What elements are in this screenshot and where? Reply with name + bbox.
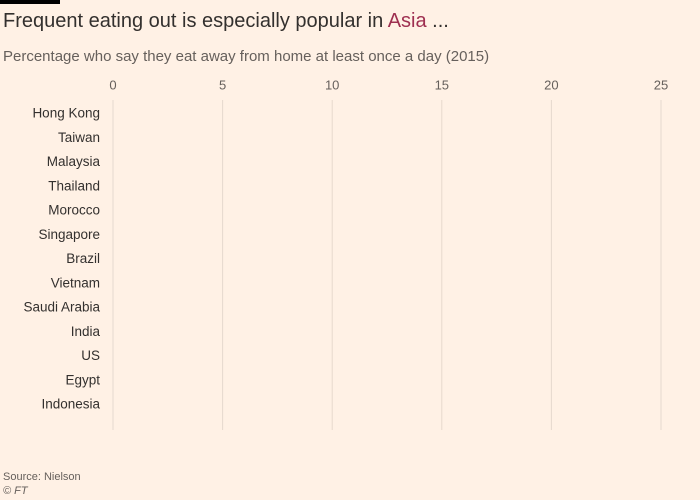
title-text: Frequent eating out is especially popula… xyxy=(3,10,383,32)
title-suffix: ... xyxy=(432,10,449,32)
y-tick-label: Thailand xyxy=(48,178,100,193)
source: Source: Nielson xyxy=(3,471,81,483)
y-tick-label: Brazil xyxy=(66,251,100,266)
x-tick-label: 10 xyxy=(325,77,339,92)
x-tick-label: 0 xyxy=(109,77,116,92)
y-tick-label: Malaysia xyxy=(47,154,101,169)
y-tick-label: Taiwan xyxy=(58,130,100,145)
x-tick-label: 5 xyxy=(219,77,226,92)
y-tick-label: Hong Kong xyxy=(32,106,100,121)
x-tick-label: 15 xyxy=(435,77,449,92)
y-tick-label: Indonesia xyxy=(41,397,100,412)
y-tick-label: Egypt xyxy=(65,372,100,387)
title-highlight: Asia xyxy=(388,10,428,32)
chart-title: Frequent eating out is especially popula… xyxy=(3,10,449,32)
y-tick-label: US xyxy=(81,348,100,363)
brand-bar xyxy=(0,0,60,4)
y-tick-label: Vietnam xyxy=(51,275,100,290)
y-tick-label: Morocco xyxy=(48,203,100,218)
x-tick-label: 25 xyxy=(654,77,668,92)
chart-subtitle: Percentage who say they eat away from ho… xyxy=(3,48,489,65)
y-tick-label: Saudi Arabia xyxy=(23,300,100,315)
y-tick-label: Singapore xyxy=(38,227,100,242)
credit: © FT xyxy=(3,485,29,497)
x-tick-label: 20 xyxy=(544,77,558,92)
y-tick-label: India xyxy=(71,324,101,339)
